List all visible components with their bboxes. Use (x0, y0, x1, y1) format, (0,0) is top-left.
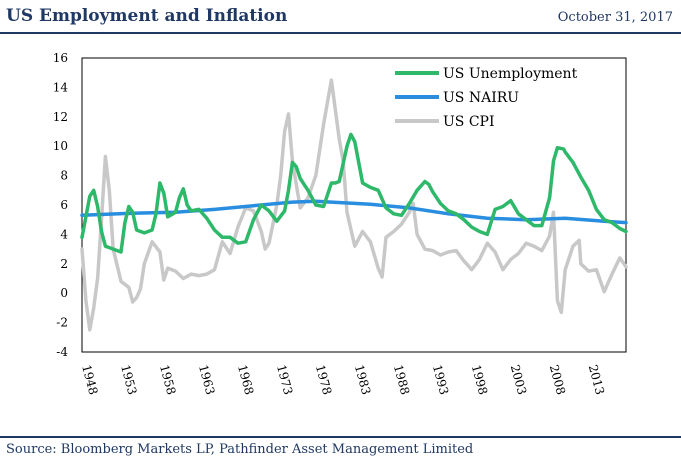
y-tick-label: 8 (60, 169, 68, 183)
x-tick-label: 1983 (352, 363, 373, 396)
plot-area (81, 57, 627, 353)
source-note: Source: Bloomberg Markets LP, Pathfinder… (6, 442, 474, 457)
y-tick-label: 16 (53, 51, 68, 65)
y-tick-label: -4 (56, 345, 68, 359)
footer-divider (0, 436, 681, 438)
x-tick-label: 2003 (508, 363, 529, 396)
y-tick-label: 14 (53, 80, 69, 94)
y-tick-label: 12 (53, 110, 68, 124)
header-divider (0, 32, 681, 34)
legend-label: US Unemployment (443, 66, 578, 82)
y-tick-label: 10 (53, 139, 68, 153)
x-tick-label: 1948 (79, 363, 100, 396)
y-tick-label: 2 (60, 257, 68, 271)
x-tick-label: 1963 (196, 363, 217, 396)
x-tick-label: 1958 (157, 363, 178, 396)
series-line-us-nairu (80, 199, 628, 225)
x-tick-label: 1988 (391, 363, 412, 396)
line-chart: -4 -2 0 2 4 6 8 10 12 14 16 1948 1953 1958 1963 1968 19… (53, 51, 628, 396)
series-line-us-cpi (80, 78, 628, 332)
x-tick-label: 1998 (469, 363, 490, 396)
y-tick-label: 0 (60, 286, 68, 300)
y-tick-label: 4 (60, 227, 68, 241)
x-tick-label: 1968 (235, 363, 256, 396)
series-line-us-unemployment (80, 132, 628, 254)
x-tick-label: 2013 (586, 363, 607, 396)
x-tick-label: 1978 (313, 363, 334, 396)
legend-label: US NAIRU (443, 90, 519, 106)
report-date: October 31, 2017 (557, 10, 673, 25)
y-tick-label: 6 (60, 198, 68, 212)
x-tick-label: 1953 (118, 363, 139, 396)
x-tick-label: 1993 (430, 363, 451, 396)
chart-title: US Employment and Inflation (6, 6, 288, 26)
x-tick-label: 2008 (547, 363, 568, 396)
y-tick-label: -2 (56, 316, 68, 330)
x-tick-label: 1973 (274, 363, 295, 396)
legend-label: US CPI (443, 114, 495, 130)
